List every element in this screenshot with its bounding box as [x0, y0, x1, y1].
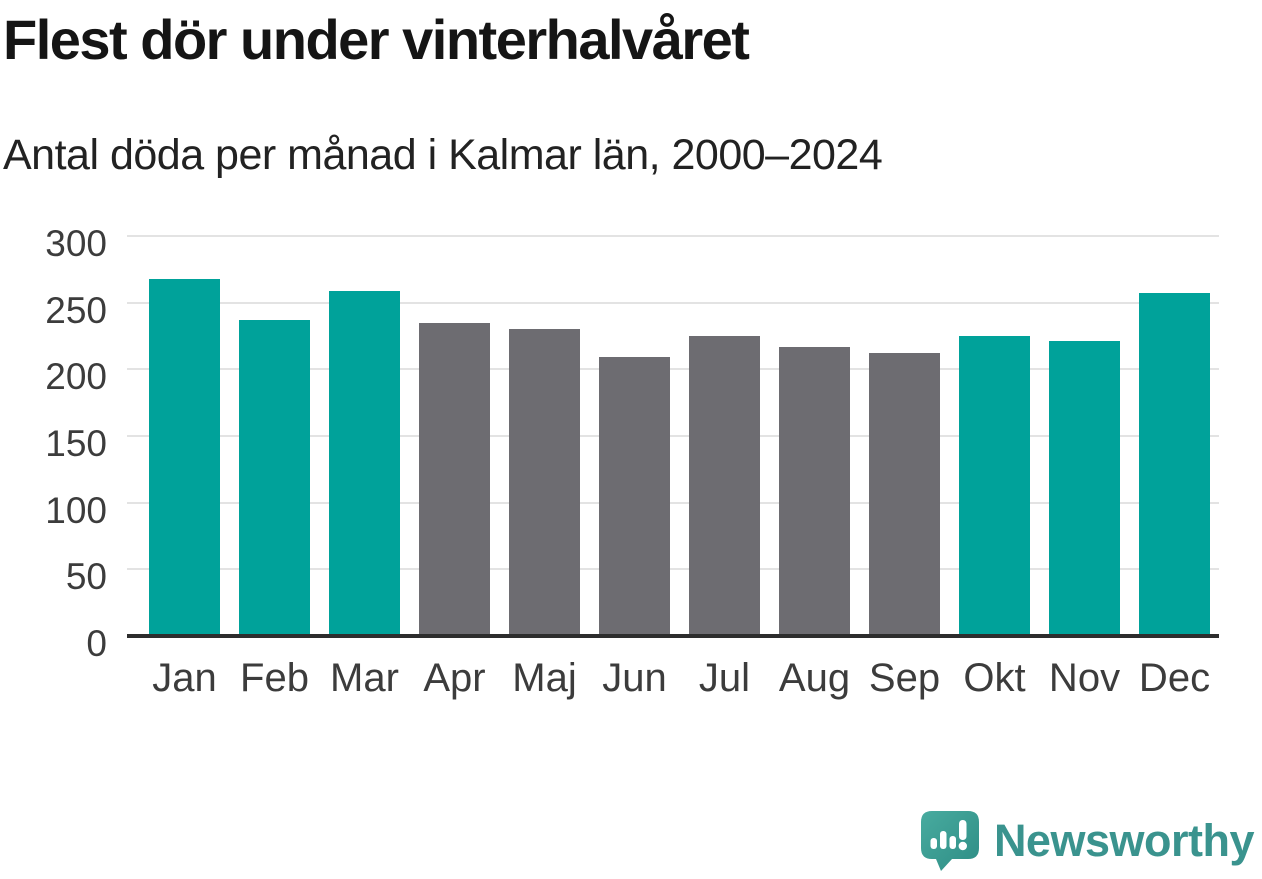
chart-title: Flest dör under vinterhalvåret: [3, 8, 750, 71]
x-axis-tick-label-sep: Sep: [868, 656, 941, 700]
bar-sep: [869, 353, 940, 636]
bar-nov: [1049, 341, 1120, 636]
x-axis-tick-label-dec: Dec: [1138, 656, 1211, 700]
y-axis-tick-label-100: 100: [45, 489, 107, 531]
x-axis: Jan Feb Mar Apr Maj Jun Jul Aug Sep Okt Nov Dec: [127, 654, 1219, 710]
x-axis-tick-label-apr: Apr: [423, 656, 486, 700]
bar-aug: [779, 346, 850, 636]
y-axis-tick-label-200: 200: [45, 356, 107, 398]
bar-apr: [419, 322, 490, 636]
bar-dec: [1139, 293, 1210, 636]
bar-okt: [959, 336, 1030, 636]
x-axis-tick-label-aug: Aug: [778, 656, 851, 700]
gridline-300: [127, 235, 1219, 237]
x-axis-tick-label-jul: Jul: [698, 656, 751, 700]
plot-area: [127, 235, 1219, 638]
bar-mar: [329, 290, 400, 636]
x-axis-tick-label-feb: Feb: [240, 656, 309, 700]
gridline-100: [127, 501, 1219, 504]
chart-subtitle: Antal döda per månad i Kalmar län, 2000–…: [3, 131, 883, 179]
y-axis-tick-label-300: 300: [45, 223, 107, 264]
brand-name: Newsworthy: [993, 814, 1255, 866]
gridline-200: [127, 368, 1219, 371]
x-axis-tick-label-mar: Mar: [330, 656, 399, 700]
newsworthy-speech-bubble-chart-icon: [920, 811, 979, 871]
bar-feb: [239, 320, 310, 636]
y-axis: 0 50 100 150 200 250 300: [0, 224, 107, 664]
gridline-150: [127, 435, 1219, 437]
x-axis-tick-label-jun: Jun: [602, 656, 667, 700]
bar-jun: [599, 357, 670, 636]
x-axis-tick-label-jan: Jan: [152, 656, 217, 700]
y-axis-tick-label-0: 0: [86, 623, 107, 664]
newsworthy-logo: Newsworthy: [919, 809, 1255, 871]
x-axis-tick-label-maj: Maj: [512, 656, 577, 700]
bar-jul: [689, 336, 760, 636]
bar-maj: [509, 329, 580, 636]
x-axis-baseline: [127, 634, 1219, 638]
y-axis-tick-label-50: 50: [65, 556, 107, 598]
gridline-50: [127, 568, 1219, 571]
gridline-250: [127, 301, 1219, 304]
y-axis-tick-label-250: 250: [45, 289, 107, 331]
x-axis-tick-label-okt: Okt: [963, 656, 1026, 700]
y-axis-tick-label-150: 150: [45, 423, 107, 464]
x-axis-tick-label-nov: Nov: [1048, 656, 1121, 700]
bar-jan: [149, 278, 220, 636]
